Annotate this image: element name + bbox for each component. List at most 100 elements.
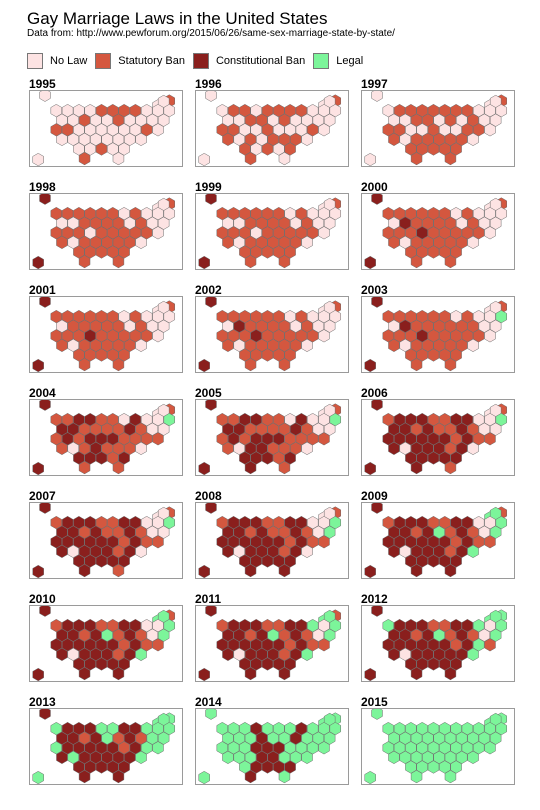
state-hex: [32, 358, 44, 372]
state-hex: [95, 554, 108, 568]
state-hex: [318, 226, 330, 240]
state-hex: [32, 152, 44, 166]
legend-label: Legal: [336, 55, 364, 67]
hex-map: [198, 91, 342, 166]
state-hex: [56, 750, 68, 764]
state-hex: [301, 235, 313, 249]
state-hex: [198, 255, 210, 269]
state-hex: [301, 750, 313, 764]
state-hex: [301, 441, 313, 455]
state-hex: [278, 461, 291, 475]
state-hex: [222, 647, 234, 661]
state-hex: [152, 741, 164, 755]
state-hex: [261, 657, 274, 671]
state-hex: [318, 535, 330, 549]
state-hex: [427, 142, 440, 156]
state-hex: [467, 235, 479, 249]
state-hex: [467, 132, 479, 146]
state-hex: [444, 255, 457, 269]
year-panel: [361, 708, 515, 785]
state-hex: [484, 638, 496, 652]
state-hex: [56, 441, 68, 455]
state-hex: [95, 245, 108, 259]
legend-label: Constitutional Ban: [215, 55, 306, 67]
state-hex: [112, 770, 125, 784]
state-hex: [152, 535, 164, 549]
state-hex: [444, 358, 457, 372]
hex-map: [32, 297, 176, 372]
state-hex: [244, 255, 257, 269]
legend-item: Statutory Ban: [95, 53, 185, 69]
state-hex: [112, 358, 125, 372]
legend-item: Legal: [313, 53, 363, 69]
state-hex: [444, 461, 457, 475]
panel-year-label: 2013: [29, 695, 56, 709]
state-hex: [78, 358, 91, 372]
state-hex: [244, 564, 257, 578]
panel-year-label: 2000: [361, 180, 388, 194]
state-hex: [135, 647, 147, 661]
state-hex: [152, 432, 164, 446]
panel-year-label: 2010: [29, 592, 56, 606]
hex-map: [198, 194, 342, 269]
state-hex: [427, 451, 440, 465]
year-panel: [29, 399, 183, 476]
hex-map: [364, 400, 508, 475]
panel-year-label: 2014: [195, 695, 222, 709]
legend-swatch: [313, 53, 330, 69]
panel-year-label: 2004: [29, 386, 56, 400]
state-hex: [135, 338, 147, 352]
state-hex: [278, 564, 291, 578]
hex-map: [364, 606, 508, 681]
state-hex: [78, 255, 91, 269]
hex-map: [198, 297, 342, 372]
state-hex: [364, 564, 376, 578]
year-panel: [195, 296, 349, 373]
legend-swatch: [27, 53, 43, 69]
state-hex: [198, 461, 210, 475]
state-hex: [318, 638, 330, 652]
state-hex: [261, 142, 274, 156]
hex-map: [364, 709, 508, 784]
state-hex: [484, 329, 496, 343]
state-hex: [278, 358, 291, 372]
state-hex: [112, 152, 125, 166]
hex-map: [198, 400, 342, 475]
legend-item: No Law: [27, 53, 87, 69]
panel-year-label: 2012: [361, 592, 388, 606]
state-hex: [261, 451, 274, 465]
hex-map: [364, 91, 508, 166]
state-hex: [388, 441, 400, 455]
state-hex: [198, 358, 210, 372]
state-hex: [135, 441, 147, 455]
state-hex: [244, 358, 257, 372]
state-hex: [222, 750, 234, 764]
state-hex: [32, 667, 44, 681]
state-hex: [427, 554, 440, 568]
state-hex: [364, 667, 376, 681]
state-hex: [410, 152, 423, 166]
state-hex: [444, 770, 457, 784]
state-hex: [95, 451, 108, 465]
state-hex: [56, 544, 68, 558]
state-hex: [388, 647, 400, 661]
year-panel: [195, 399, 349, 476]
year-panel: [195, 193, 349, 270]
state-hex: [318, 123, 330, 137]
state-hex: [205, 91, 217, 102]
state-hex: [444, 564, 457, 578]
state-hex: [222, 235, 234, 249]
state-hex: [427, 657, 440, 671]
panel-year-label: 1997: [361, 77, 388, 91]
state-hex: [467, 338, 479, 352]
panel-year-label: 1998: [29, 180, 56, 194]
state-hex: [388, 750, 400, 764]
year-panel: [29, 502, 183, 579]
state-hex: [95, 348, 108, 362]
hex-map: [364, 297, 508, 372]
state-hex: [427, 245, 440, 259]
state-hex: [135, 132, 147, 146]
state-hex: [78, 461, 91, 475]
state-hex: [484, 741, 496, 755]
state-hex: [205, 709, 217, 720]
